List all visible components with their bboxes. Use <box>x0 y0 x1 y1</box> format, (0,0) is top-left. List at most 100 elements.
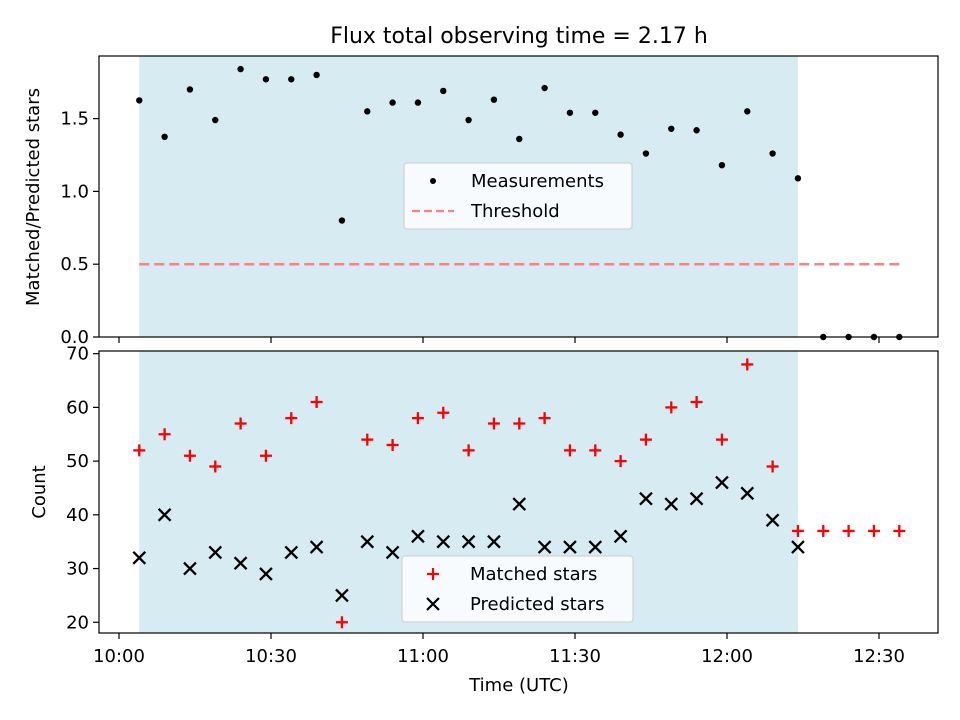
x-tick-label: 11:00 <box>397 646 449 667</box>
matched-star-point <box>893 524 906 537</box>
bottom-y-tick-label: 50 <box>66 451 89 472</box>
measurement-point <box>592 109 599 116</box>
measurement-point <box>617 131 624 138</box>
matched-star-point <box>386 439 399 451</box>
matched-star-point <box>867 524 880 537</box>
x-tick-label: 10:30 <box>245 646 297 667</box>
measurement-point <box>693 127 700 134</box>
matched-star-point <box>310 396 323 409</box>
predicted-star-point <box>360 534 375 549</box>
chart-title: Flux total observing time = 2.17 h <box>330 24 708 49</box>
measurement-point <box>136 97 143 104</box>
bottom-x-ticks: 10:00 10:30 11:00 11:30 12:00 12:30 <box>93 633 905 667</box>
matched-star-point <box>133 444 146 457</box>
top-legend: Measurements Threshold <box>403 162 633 230</box>
matched-star-point <box>639 433 652 446</box>
matched-star-point <box>538 412 551 425</box>
bottom-panel: 20 30 40 50 60 70 10:00 10:30 11:00 11:30 12:00 12… <box>29 344 939 696</box>
measurement-point <box>769 150 776 157</box>
matched-star-point <box>589 444 602 457</box>
measurement-point <box>566 109 574 116</box>
matched-star-point <box>158 428 171 441</box>
matched-star-point <box>335 616 348 629</box>
measurement-point <box>262 76 270 83</box>
matched-star-point <box>513 417 526 430</box>
matched-star-point <box>715 433 728 446</box>
predicted-star-point <box>664 497 679 511</box>
measurement-point <box>465 116 472 124</box>
measurement-point <box>389 99 396 106</box>
legend-predicted-label: Predicted stars <box>470 594 604 615</box>
bottom-y-tick-label: 60 <box>66 397 89 418</box>
predicted-star-point <box>385 545 400 560</box>
top-panel: 0.0 0.5 1.0 1.5 Matched/Predicted stars <box>23 55 939 348</box>
legend-matched-label: Matched stars <box>470 564 597 585</box>
top-y-tick-label: 1.5 <box>60 109 89 130</box>
x-tick-label: 12:00 <box>701 646 753 667</box>
predicted-star-point <box>461 534 476 549</box>
matched-star-point <box>437 406 450 419</box>
bottom-y-axis-label: Count <box>29 465 50 518</box>
matched-star-point <box>842 524 855 537</box>
bottom-y-tick-label: 40 <box>66 505 89 526</box>
predicted-star-point <box>259 567 273 581</box>
matched-star-point <box>209 460 222 473</box>
predicted-star-point <box>563 540 577 554</box>
measurement-point <box>212 116 219 124</box>
measurement-point <box>642 150 650 157</box>
predicted-star-point <box>588 540 603 554</box>
matched-star-point <box>285 412 298 425</box>
matched-star-point <box>487 417 500 430</box>
measurement-point <box>161 133 168 141</box>
predicted-star-point <box>715 475 729 490</box>
predicted-star-point <box>284 545 299 560</box>
top-axes-frame <box>98 55 939 338</box>
predicted-star-point <box>613 529 628 544</box>
predicted-star-point <box>233 556 248 570</box>
legend-matched-marker <box>427 568 439 580</box>
legend-threshold-label: Threshold <box>470 201 560 222</box>
top-legend-box <box>403 162 633 230</box>
measurement-point <box>313 71 320 79</box>
measurement-point <box>490 96 498 103</box>
top-x-ticks <box>118 337 880 343</box>
matched-star-point <box>462 444 475 457</box>
bottom-y-tick-label: 70 <box>66 344 89 365</box>
matched-star-point <box>791 524 804 537</box>
bottom-y-tick-label: 20 <box>66 612 89 633</box>
bottom-axes-frame <box>98 350 939 634</box>
bottom-legend-box <box>401 555 634 623</box>
legend-predicted-marker <box>426 597 440 611</box>
matched-star-point <box>766 460 779 473</box>
bottom-y-tick-label: 30 <box>66 559 89 580</box>
measurement-point <box>237 65 244 73</box>
predicted-star-point <box>487 534 501 549</box>
measurement-point <box>516 135 523 143</box>
top-y-ticks: 0.0 0.5 1.0 1.5 <box>60 109 99 348</box>
predicted-star-point <box>132 550 147 565</box>
measurement-point <box>668 125 675 132</box>
predicted-star-point <box>791 540 805 554</box>
measurement-point <box>541 84 548 92</box>
matched-star-point <box>665 401 678 414</box>
matched-star-point <box>411 412 424 425</box>
legend-measurements-marker <box>430 178 436 184</box>
matched-star-point <box>259 449 272 462</box>
legend-measurements-label: Measurements <box>471 171 604 192</box>
predicted-star-point <box>740 486 755 501</box>
predicted-star-point <box>335 588 349 603</box>
matched-star-point <box>361 433 374 446</box>
top-data-points <box>136 65 903 341</box>
matched-star-point <box>563 444 576 457</box>
top-y-tick-label: 0.5 <box>60 254 89 275</box>
matched-star-point <box>614 455 627 468</box>
top-y-tick-label: 0.0 <box>60 327 89 348</box>
predicted-star-point <box>309 540 324 554</box>
predicted-star-point <box>183 561 197 576</box>
top-y-axis-label: Matched/Predicted stars <box>23 88 44 306</box>
bottom-data-points <box>132 358 906 629</box>
measurement-point <box>718 161 726 169</box>
matched-star-point <box>817 524 830 537</box>
matched-star-point <box>183 449 196 462</box>
